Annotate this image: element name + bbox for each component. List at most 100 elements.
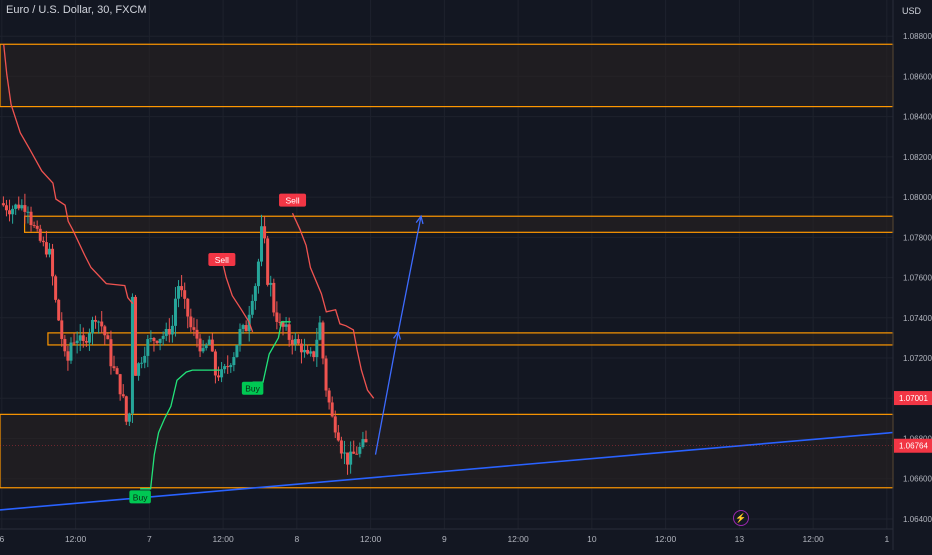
- x-tick-label: 12:00: [360, 534, 382, 544]
- zone-box[interactable]: [47, 332, 894, 346]
- candle-body: [97, 321, 101, 323]
- candle-body: [78, 335, 82, 341]
- candle-body: [229, 365, 233, 368]
- candle-body: [26, 211, 30, 213]
- candle-body: [201, 348, 205, 352]
- signal-badge[interactable]: [279, 193, 307, 207]
- candle-body: [155, 340, 159, 343]
- price-badge[interactable]: [894, 391, 932, 406]
- candle-body: [284, 324, 288, 327]
- candle-body: [100, 321, 104, 327]
- candle-body: [94, 319, 98, 322]
- candle-body: [167, 328, 171, 335]
- candle-body: [355, 453, 359, 455]
- candle-body: [324, 358, 328, 391]
- candle-body: [87, 333, 91, 343]
- zone-box[interactable]: [0, 43, 894, 108]
- price-badge[interactable]: [894, 438, 932, 453]
- candle-body: [342, 452, 346, 454]
- candle-body: [152, 337, 156, 341]
- candle-body: [235, 344, 239, 358]
- candle-body: [75, 340, 79, 344]
- candle-body: [23, 205, 27, 212]
- candle-body: [63, 338, 67, 352]
- candle-body: [364, 439, 368, 443]
- arrow-head: [415, 214, 424, 225]
- candle-body: [210, 339, 214, 352]
- candle-body: [51, 248, 55, 277]
- candle-body: [226, 366, 230, 368]
- candle-body: [164, 328, 168, 336]
- signal-badge[interactable]: [241, 381, 264, 395]
- zone-box[interactable]: [23, 215, 894, 233]
- x-tick-label: 9: [442, 534, 447, 544]
- candle-body: [84, 340, 88, 343]
- candle-body: [318, 322, 322, 340]
- candle-body: [330, 402, 334, 417]
- price-badge-label: 1.06764: [899, 442, 928, 451]
- candle-body: [140, 362, 144, 364]
- candle-body: [309, 351, 313, 354]
- candle-body: [220, 369, 224, 378]
- y-tick-label: 1.07400: [903, 314, 932, 323]
- candle-body: [336, 432, 340, 441]
- candle-body: [232, 357, 236, 366]
- candle-body: [17, 204, 21, 209]
- y-tick-label: 1.06600: [903, 475, 932, 484]
- candle-body: [321, 322, 325, 359]
- candle-body: [38, 228, 42, 241]
- candle-body: [54, 276, 58, 300]
- x-tick-label: 6: [0, 534, 4, 544]
- candle-body: [290, 339, 294, 345]
- candle-body: [127, 413, 131, 422]
- supertrend-line: [291, 212, 375, 399]
- candle-body: [124, 396, 128, 422]
- candle-body: [14, 204, 18, 209]
- zone-box[interactable]: [0, 413, 894, 489]
- candle-body: [327, 390, 331, 403]
- candle-body: [60, 320, 64, 339]
- candle-body: [333, 416, 337, 433]
- candle-body: [81, 335, 85, 341]
- y-tick-label: 1.08600: [903, 72, 932, 81]
- candle-body: [244, 325, 248, 332]
- candle-body: [137, 363, 141, 376]
- candle-body: [1, 203, 5, 206]
- supertrend-line: [3, 44, 134, 305]
- candle-body: [44, 242, 48, 255]
- candle-body: [299, 343, 303, 353]
- candle-body: [253, 286, 257, 301]
- currency-label: USD: [902, 6, 922, 16]
- candle-body: [204, 344, 208, 349]
- candle-body: [35, 225, 39, 229]
- y-tick-label: 1.08800: [903, 32, 932, 41]
- y-tick-label: 1.06400: [903, 515, 932, 524]
- candle-body: [296, 339, 300, 344]
- candle-body: [121, 394, 125, 397]
- candle-body: [32, 225, 36, 227]
- candle-body: [358, 446, 362, 454]
- signal-badge[interactable]: [129, 490, 151, 504]
- y-tick-label: 1.07200: [903, 354, 932, 363]
- candle-body: [8, 210, 12, 215]
- y-tick-label: 1.08400: [903, 113, 932, 122]
- x-tick-label: 12:00: [212, 534, 234, 544]
- candle-body: [180, 286, 184, 291]
- candle-body: [315, 339, 319, 358]
- signal-label: Buy: [133, 492, 148, 502]
- candle-body: [112, 366, 116, 369]
- candle-body: [266, 238, 270, 285]
- candle-body: [339, 440, 343, 454]
- candle-body: [146, 339, 150, 356]
- candle-body: [20, 205, 24, 209]
- lightning-icon[interactable]: ⚡: [733, 510, 749, 526]
- candle-body: [177, 286, 181, 299]
- supertrend-line: [140, 369, 220, 490]
- candle-body: [72, 342, 76, 344]
- signal-badge[interactable]: [208, 252, 236, 266]
- candle-body: [130, 296, 134, 414]
- candle-body: [278, 321, 282, 323]
- signal-label: Buy: [245, 384, 260, 394]
